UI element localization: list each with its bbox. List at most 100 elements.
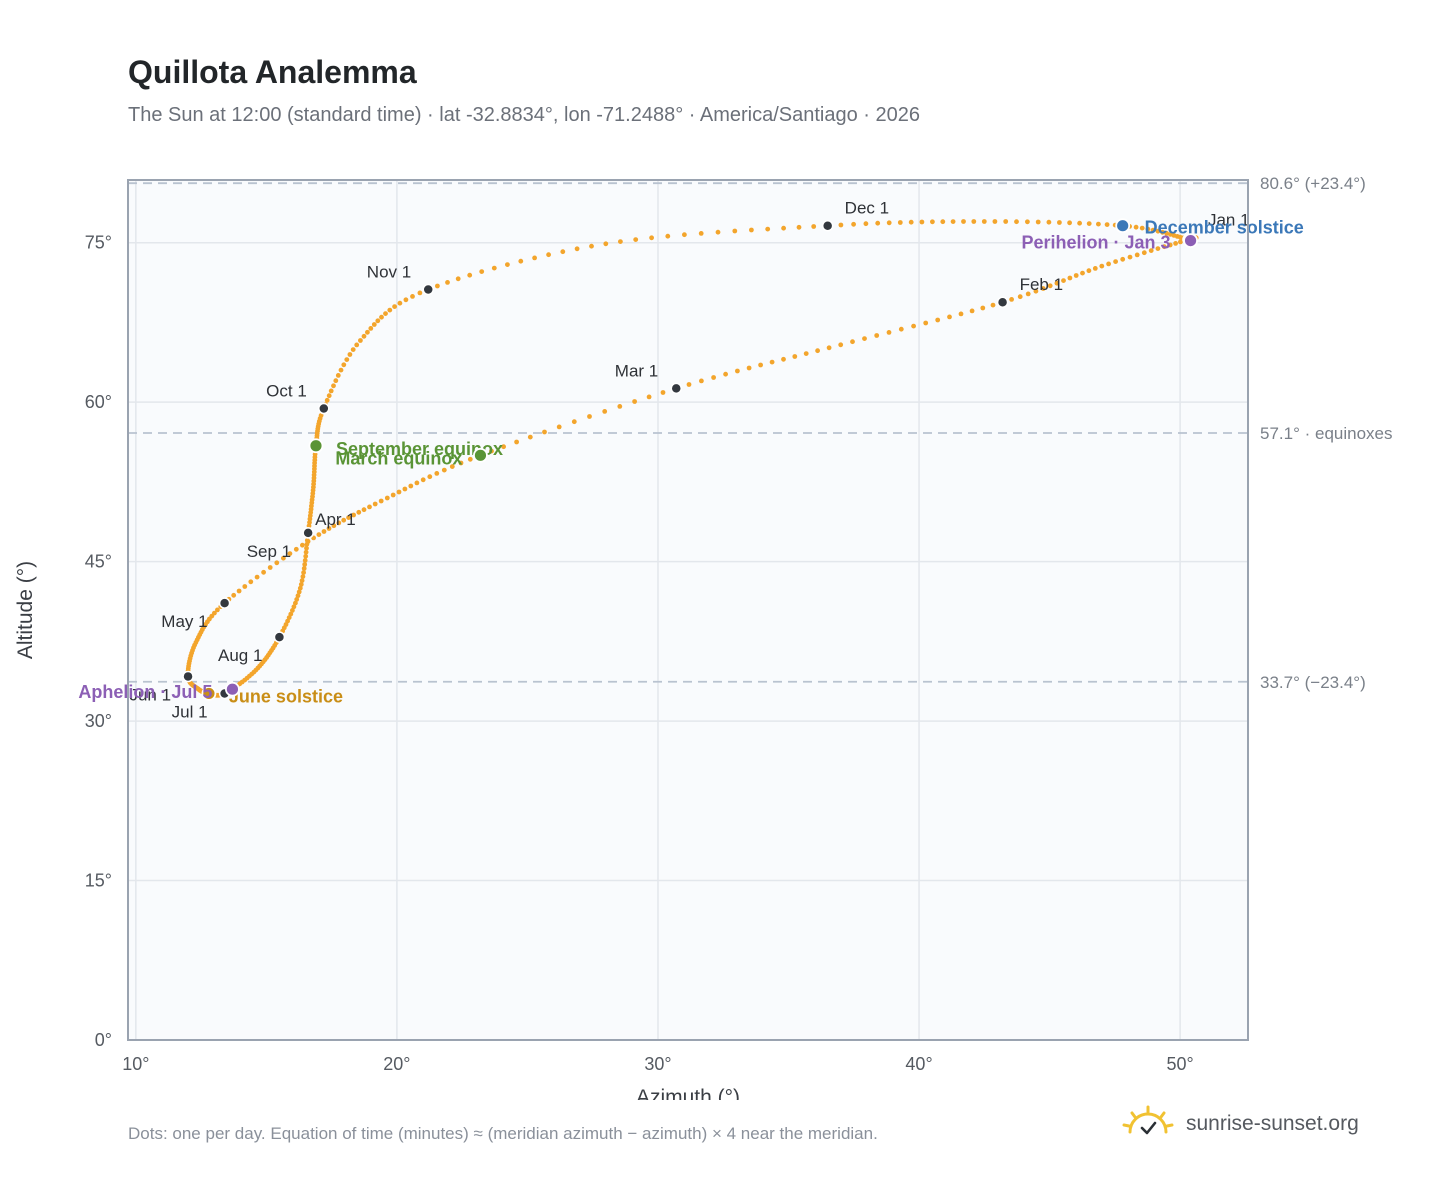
day-dot [1173, 241, 1178, 246]
x-tick-label: 50° [1167, 1054, 1194, 1074]
day-dot [961, 219, 966, 224]
day-dot [632, 399, 637, 404]
reference-line-label: 80.6° (+23.4°) [1260, 174, 1366, 193]
y-tick-label: 30° [85, 711, 112, 731]
day-dot [618, 239, 623, 245]
day-dot [367, 504, 372, 510]
day-dot [735, 368, 740, 374]
day-dot [981, 219, 987, 224]
day-dot [1164, 231, 1170, 236]
day-dot [698, 231, 704, 236]
day-dot [542, 429, 547, 435]
day-dot [458, 460, 464, 466]
day-dot [1120, 256, 1126, 262]
day-dot [1086, 268, 1092, 274]
day-dot [571, 419, 577, 425]
day-dot [304, 538, 310, 543]
day-dot [792, 354, 798, 359]
day-dot [1161, 244, 1167, 250]
event-label: Aphelion · Jul 5 [78, 682, 212, 702]
day-dot [267, 565, 273, 570]
day-dot [1009, 297, 1014, 302]
day-dot [971, 219, 977, 224]
day-dot [1067, 220, 1072, 226]
day-dot [874, 333, 880, 338]
day-dot [796, 224, 802, 230]
month-label: May 1 [161, 612, 207, 631]
day-dot [356, 509, 362, 515]
day-dot [1073, 273, 1079, 278]
footnote: Dots: one per day. Equation of time (min… [128, 1124, 878, 1143]
day-dot [410, 294, 415, 299]
day-dot [898, 326, 904, 332]
month-marker [218, 597, 231, 609]
x-tick-label: 10° [122, 1054, 149, 1074]
event-marker [1115, 218, 1131, 234]
day-dot [649, 235, 654, 241]
x-tick-label: 30° [644, 1054, 671, 1074]
day-dot [826, 345, 832, 351]
month-marker [996, 296, 1009, 308]
day-dot [758, 362, 763, 368]
day-dot [501, 444, 506, 450]
day-dot [940, 219, 946, 225]
day-dot [947, 314, 952, 320]
day-dot [248, 579, 254, 585]
day-dot [384, 495, 390, 501]
day-dot [723, 371, 728, 377]
day-dot [1077, 220, 1082, 226]
day-dot [1178, 239, 1183, 245]
day-dot [969, 308, 975, 314]
day-dot [403, 297, 409, 303]
day-dot [304, 545, 309, 551]
y-tick-label: 45° [85, 552, 112, 572]
day-dot [769, 359, 775, 365]
day-dot [358, 338, 363, 343]
day-dot [297, 585, 303, 591]
day-dot [379, 314, 384, 320]
day-dot [699, 378, 704, 384]
day-dot [375, 318, 381, 324]
day-dot [950, 219, 956, 225]
reference-line-label: 57.1° · equinoxes [1260, 424, 1393, 443]
day-dot [302, 562, 308, 567]
day-dot [862, 336, 867, 341]
day-dot [296, 589, 302, 595]
day-dot [371, 322, 377, 327]
day-dot [633, 237, 639, 243]
day-dot [333, 378, 339, 384]
day-dot [1127, 254, 1133, 260]
day-dot [328, 388, 334, 394]
day-dot [1017, 294, 1023, 300]
day-dot [1046, 219, 1052, 225]
day-dot [397, 300, 403, 306]
day-dot [811, 224, 817, 229]
brand-name[interactable]: sunrise-sunset.org [1186, 1112, 1359, 1135]
day-dot [886, 220, 892, 226]
month-label: Oct 1 [266, 382, 307, 401]
event-marker [225, 681, 240, 697]
day-dot [1003, 219, 1009, 224]
day-dot [331, 383, 336, 389]
day-dot [930, 219, 935, 225]
day-dot [850, 339, 855, 345]
day-dot [589, 243, 594, 249]
day-dot [288, 611, 294, 617]
day-dot [1067, 275, 1073, 281]
day-dot [351, 512, 356, 518]
day-dot [1134, 252, 1140, 258]
month-marker [273, 631, 286, 643]
day-dot [261, 569, 266, 575]
day-dot [815, 348, 820, 354]
day-dot [303, 553, 309, 559]
day-dot [420, 477, 426, 483]
day-dot [1086, 221, 1092, 227]
day-dot [958, 311, 964, 317]
brand[interactable]: sunrise-sunset.org [1120, 1104, 1359, 1144]
day-dot [1033, 288, 1039, 294]
event-marker [1183, 233, 1198, 248]
sun-check-icon [1120, 1104, 1176, 1145]
day-dot [455, 276, 461, 282]
